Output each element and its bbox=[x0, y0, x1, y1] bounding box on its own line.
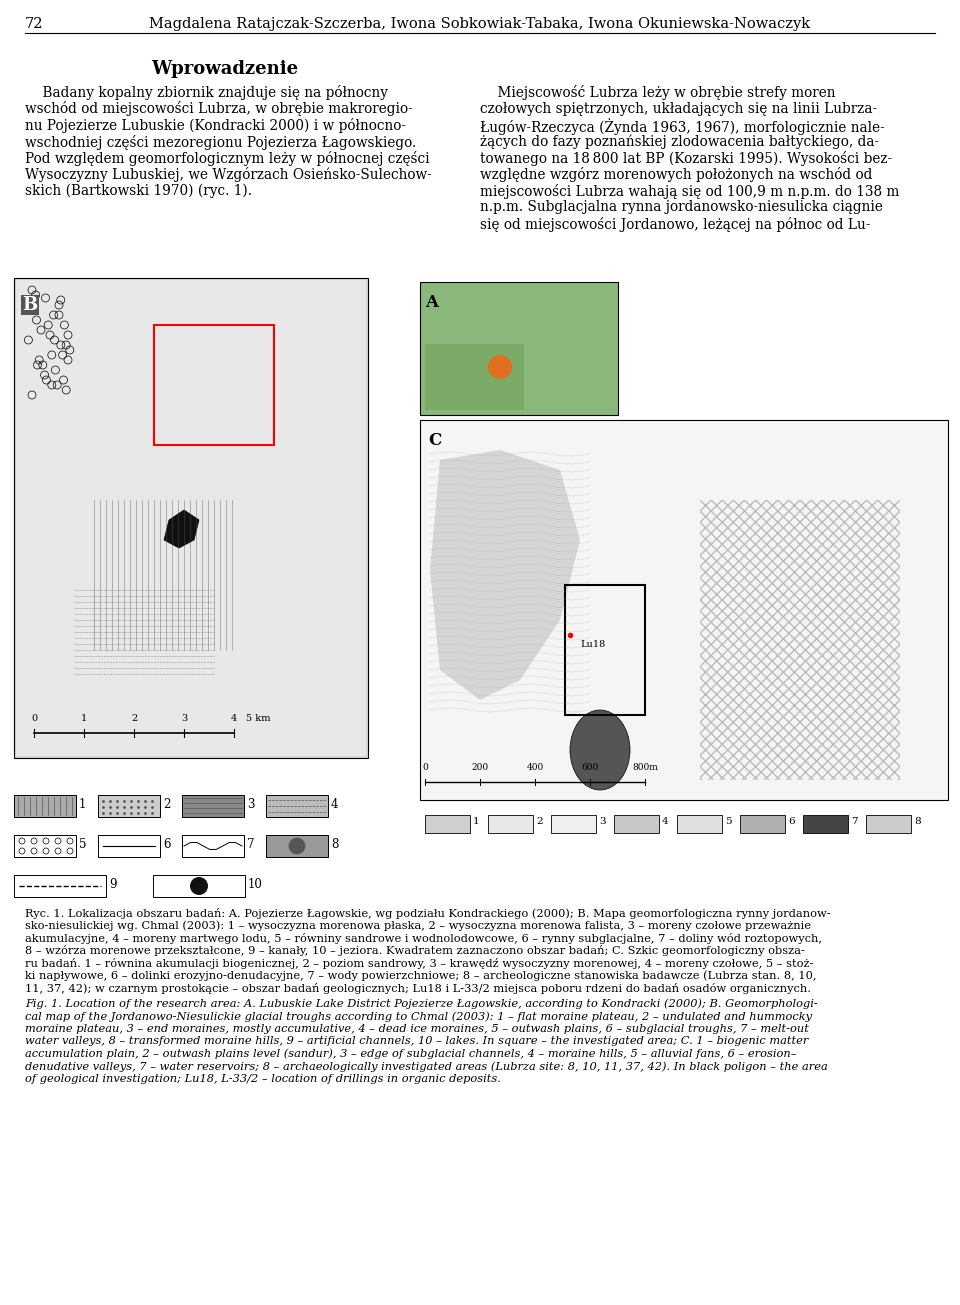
Text: Wysoczyzny Lubuskiej, we Wzgórzach Osieńsko-Sulechow-: Wysoczyzny Lubuskiej, we Wzgórzach Osień… bbox=[25, 167, 432, 183]
Text: B: B bbox=[22, 296, 37, 315]
Bar bbox=[488, 816, 533, 833]
Polygon shape bbox=[430, 450, 580, 699]
Text: 7: 7 bbox=[247, 838, 254, 851]
Text: 5: 5 bbox=[725, 817, 732, 826]
Bar bbox=[16, 281, 366, 756]
Text: skich (Bartkowski 1970) (ryc. 1).: skich (Bartkowski 1970) (ryc. 1). bbox=[25, 184, 252, 198]
Text: accumulation plain, 2 – outwash plains level (sandur), 3 – edge of subglacial ch: accumulation plain, 2 – outwash plains l… bbox=[25, 1048, 797, 1060]
Text: Magdalena Ratajczak-Szczerba, Iwona Sobkowiak-Tabaka, Iwona Okuniewska-Nowaczyk: Magdalena Ratajczak-Szczerba, Iwona Sobk… bbox=[150, 17, 810, 31]
Text: 1: 1 bbox=[473, 817, 480, 826]
Text: 1: 1 bbox=[81, 714, 87, 723]
Bar bbox=[98, 835, 160, 857]
Text: 8: 8 bbox=[914, 817, 921, 826]
Bar bbox=[803, 816, 848, 833]
Bar bbox=[866, 816, 911, 833]
Bar bbox=[677, 816, 722, 833]
Text: 2: 2 bbox=[536, 817, 542, 826]
Text: nu Pojezierze Lubuskie (Kondracki 2000) i w północno-: nu Pojezierze Lubuskie (Kondracki 2000) … bbox=[25, 117, 406, 133]
Text: denudative valleys, 7 – water reservoirs; 8 – archaeologically investigated area: denudative valleys, 7 – water reservoirs… bbox=[25, 1061, 828, 1071]
Bar bbox=[182, 795, 244, 817]
Text: cal map of the Jordanowo-Niesulickie glacial troughs according to Chmal (2003): : cal map of the Jordanowo-Niesulickie gla… bbox=[25, 1011, 812, 1022]
Text: water valleys, 8 – transformed moraine hills, 9 – artificial channels, 10 – lake: water valleys, 8 – transformed moraine h… bbox=[25, 1036, 808, 1047]
Text: 800m: 800m bbox=[632, 763, 658, 773]
Bar bbox=[266, 795, 328, 817]
Bar bbox=[266, 835, 328, 857]
Text: 6: 6 bbox=[788, 817, 795, 826]
Bar bbox=[700, 500, 900, 780]
Text: Badany kopalny zbiornik znajduje się na północny: Badany kopalny zbiornik znajduje się na … bbox=[25, 85, 388, 100]
Text: 8 – wzórza morenowe przekształcone, 9 – kanały, 10 – jeziora. Kwadratem zaznaczo: 8 – wzórza morenowe przekształcone, 9 – … bbox=[25, 946, 804, 957]
Text: akumulacyjne, 4 – moreny martwego lodu, 5 – równiny sandrowe i wodnolodowcowe, 6: akumulacyjne, 4 – moreny martwego lodu, … bbox=[25, 933, 822, 944]
Bar bbox=[565, 585, 645, 715]
Text: 6: 6 bbox=[163, 838, 171, 851]
Circle shape bbox=[289, 838, 305, 853]
Text: Ryc. 1. Lokalizacja obszaru badań: A. Pojezierze Łagowskie, wg podziału Kondrack: Ryc. 1. Lokalizacja obszaru badań: A. Po… bbox=[25, 908, 830, 919]
Text: miejscowości Lubrza wahają się od 100,9 m n.p.m. do 138 m: miejscowości Lubrza wahają się od 100,9 … bbox=[480, 184, 900, 198]
Bar bbox=[551, 816, 596, 833]
Bar bbox=[420, 420, 948, 800]
Text: ru badań. 1 – równina akumulacji biogenicznej, 2 – poziom sandrowy, 3 – krawędź : ru badań. 1 – równina akumulacji biogeni… bbox=[25, 958, 813, 970]
Ellipse shape bbox=[570, 710, 630, 790]
Text: 400: 400 bbox=[526, 763, 543, 773]
Text: 3: 3 bbox=[180, 714, 187, 723]
Text: 0: 0 bbox=[422, 763, 428, 773]
Text: Pod względem geomorfologicznym leży w północnej części: Pod względem geomorfologicznym leży w pó… bbox=[25, 151, 430, 166]
Text: 4: 4 bbox=[230, 714, 237, 723]
Text: wschodniej części mezoregionu Pojezierza Łagowskiego.: wschodniej części mezoregionu Pojezierza… bbox=[25, 134, 417, 150]
Text: 10: 10 bbox=[248, 878, 263, 891]
Bar bbox=[14, 795, 76, 817]
Polygon shape bbox=[164, 510, 199, 548]
Bar bbox=[14, 874, 106, 897]
Bar bbox=[425, 345, 524, 410]
Bar bbox=[182, 835, 244, 857]
Text: 3: 3 bbox=[247, 797, 254, 810]
Text: 11, 37, 42); w czarnym prostokącie – obszar badań geologicznych; Lu18 i L-33/2 m: 11, 37, 42); w czarnym prostokącie – obs… bbox=[25, 983, 811, 994]
Text: wschód od miejscowości Lubrza, w obrębie makroregio-: wschód od miejscowości Lubrza, w obrębie… bbox=[25, 102, 413, 116]
Text: Miejscowość Lubrza leży w obrębie strefy moren: Miejscowość Lubrza leży w obrębie strefy… bbox=[480, 85, 835, 100]
Bar bbox=[740, 816, 785, 833]
Bar bbox=[14, 278, 368, 758]
Text: Ługów-Rzeczyca (Żynda 1963, 1967), morfologicznie nale-: Ługów-Rzeczyca (Żynda 1963, 1967), morfo… bbox=[480, 117, 885, 134]
Text: C: C bbox=[428, 432, 442, 449]
Text: 2: 2 bbox=[163, 797, 170, 810]
Text: 600: 600 bbox=[582, 763, 599, 773]
Bar bbox=[614, 816, 659, 833]
Bar bbox=[154, 325, 274, 445]
Text: moraine plateau, 3 – end moraines, mostly accumulative, 4 – dead ice moraines, 5: moraine plateau, 3 – end moraines, mostl… bbox=[25, 1023, 809, 1034]
Circle shape bbox=[190, 877, 208, 895]
Text: 0: 0 bbox=[31, 714, 37, 723]
Text: 8: 8 bbox=[331, 838, 338, 851]
Bar bbox=[420, 282, 618, 415]
Text: A: A bbox=[425, 294, 438, 311]
Circle shape bbox=[488, 355, 512, 378]
Text: czołowych spiętrzonych, układających się na linii Lubrza-: czołowych spiętrzonych, układających się… bbox=[480, 102, 877, 116]
Text: 72: 72 bbox=[25, 17, 43, 31]
Text: się od miejscowości Jordanowo, leżącej na północ od Lu-: się od miejscowości Jordanowo, leżącej n… bbox=[480, 217, 871, 232]
Text: 5: 5 bbox=[79, 838, 86, 851]
Text: of geological investigation; Lu18, L-33/2 – location of drillings in organic dep: of geological investigation; Lu18, L-33/… bbox=[25, 1074, 501, 1083]
Text: 7: 7 bbox=[851, 817, 857, 826]
Text: żących do fazy poznańskiej zlodowacenia bałtyckiego, da-: żących do fazy poznańskiej zlodowacenia … bbox=[480, 134, 879, 149]
Text: 3: 3 bbox=[599, 817, 606, 826]
Bar bbox=[425, 816, 470, 833]
Text: względne wzgórz morenowych położonych na wschód od: względne wzgórz morenowych położonych na… bbox=[480, 167, 873, 183]
Text: towanego na 18 800 lat BP (Kozarski 1995). Wysokości bez-: towanego na 18 800 lat BP (Kozarski 1995… bbox=[480, 151, 892, 166]
Text: Lu18: Lu18 bbox=[580, 639, 605, 649]
Text: Wprowadzenie: Wprowadzenie bbox=[152, 60, 299, 78]
Text: 200: 200 bbox=[471, 763, 489, 773]
Text: 4: 4 bbox=[662, 817, 668, 826]
Text: 9: 9 bbox=[109, 878, 116, 891]
Bar bbox=[98, 795, 160, 817]
Text: 1: 1 bbox=[79, 797, 86, 810]
Bar bbox=[153, 874, 245, 897]
Text: 5 km: 5 km bbox=[246, 714, 271, 723]
Text: Fig. 1. Location of the research area: A. Lubuskie Lake District Pojezierze Łago: Fig. 1. Location of the research area: A… bbox=[25, 998, 818, 1009]
Text: ki napływowe, 6 – dolinki erozyjno-denudacyjne, 7 – wody powierzchniowe; 8 – arc: ki napływowe, 6 – dolinki erozyjno-denud… bbox=[25, 971, 817, 981]
Text: 2: 2 bbox=[131, 714, 137, 723]
Text: 4: 4 bbox=[331, 797, 339, 810]
Text: n.p.m. Subglacjalna rynna jordanowsko-niesulicka ciągnie: n.p.m. Subglacjalna rynna jordanowsko-ni… bbox=[480, 201, 883, 214]
Text: sko-niesulickiej wg. Chmal (2003): 1 – wysoczyzna morenowa płaska, 2 – wysoczyzn: sko-niesulickiej wg. Chmal (2003): 1 – w… bbox=[25, 920, 811, 930]
Bar bbox=[14, 835, 76, 857]
